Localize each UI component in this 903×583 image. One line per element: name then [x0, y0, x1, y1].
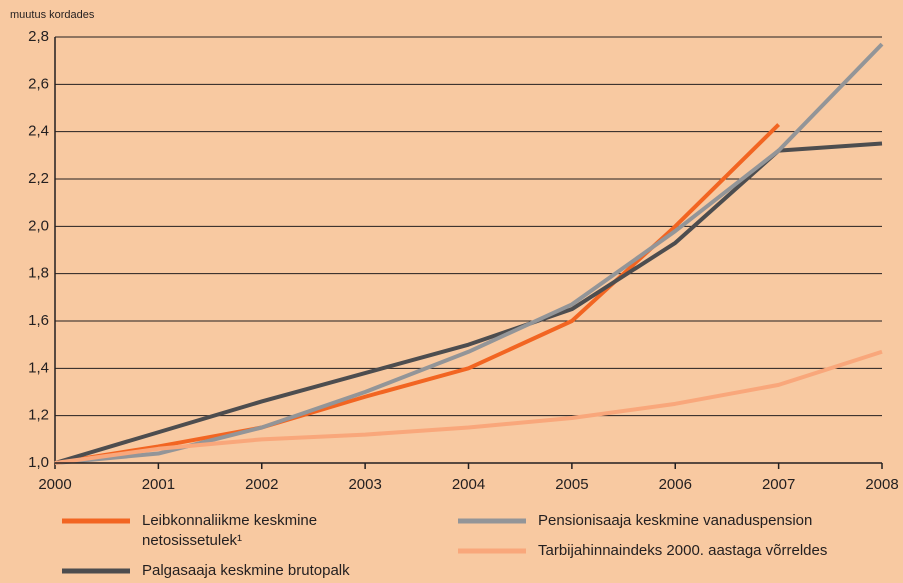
y-tick-label: 1,8	[28, 265, 49, 282]
y-axis-label: muutus kordades	[10, 9, 95, 21]
y-tick-label: 1,4	[28, 359, 49, 376]
line-series	[54, 141, 883, 465]
legend-label: Tarbijahinnaindeks 2000. aastaga võrreld…	[538, 542, 828, 559]
y-tick-label: 1,2	[28, 407, 49, 424]
x-tick-label: 2004	[452, 476, 485, 493]
x-tick-label: 2007	[762, 476, 795, 493]
x-tick-label: 2000	[38, 476, 71, 493]
x-tick-label: 2002	[245, 476, 278, 493]
x-tick-label: 2008	[865, 476, 898, 493]
line-series	[54, 349, 883, 465]
y-tick-label: 1,0	[28, 454, 49, 471]
legend-label: Palgasaaja keskmine brutopalk	[142, 562, 350, 579]
y-tick-label: 1,6	[28, 312, 49, 329]
x-tick-label: 2001	[142, 476, 175, 493]
y-tick-label: 2,0	[28, 217, 49, 234]
x-tick-label: 2003	[348, 476, 381, 493]
y-tick-label: 2,2	[28, 170, 49, 187]
line-series	[54, 42, 884, 465]
x-tick-label: 2006	[659, 476, 692, 493]
y-tick-label: 2,8	[28, 28, 49, 45]
x-tick-label: 2005	[555, 476, 588, 493]
line-series	[54, 123, 781, 465]
y-tick-label: 2,6	[28, 75, 49, 92]
legend-label: Pensionisaaja keskmine vanaduspension	[538, 512, 813, 529]
y-tick-label: 2,4	[28, 123, 49, 140]
legend-label: Leibkonnaliikme keskmine netosissetulek¹	[142, 512, 318, 549]
